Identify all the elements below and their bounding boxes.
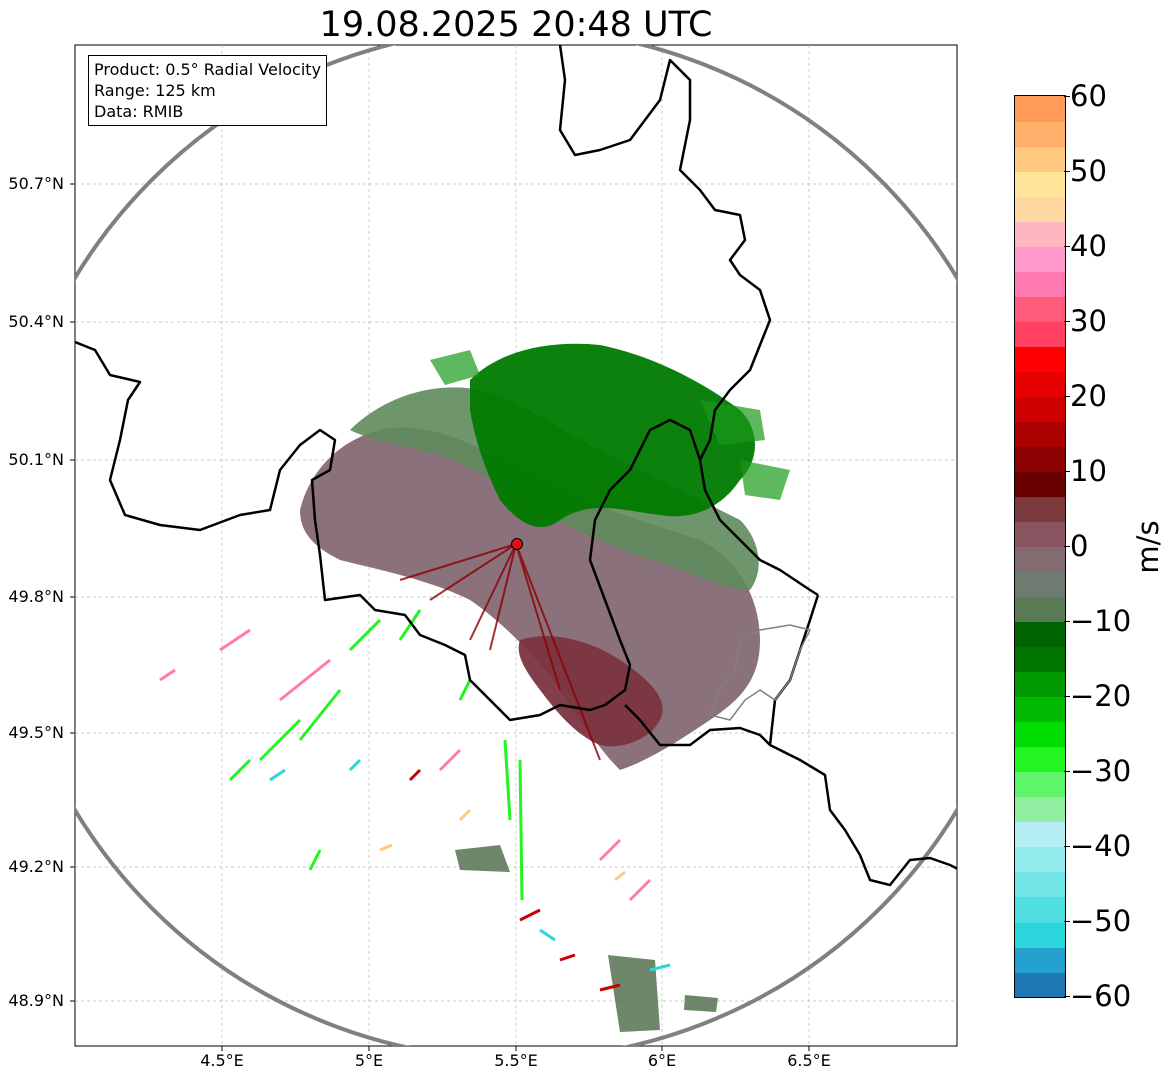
border-belgium-france-west bbox=[75, 340, 606, 722]
lat-label: 48.9°N bbox=[8, 991, 64, 1010]
colorbar-segment bbox=[1015, 196, 1065, 222]
colorbar-segment bbox=[1015, 696, 1065, 723]
echo-speckles bbox=[159, 609, 671, 992]
colorbar-segment bbox=[1015, 746, 1065, 773]
colorbar-segment bbox=[1015, 596, 1065, 623]
lat-label: 49.2°N bbox=[8, 857, 64, 876]
colorbar-segment bbox=[1015, 271, 1065, 297]
colorbar-tick-label: −30 bbox=[1070, 754, 1132, 788]
lon-label: 6°E bbox=[647, 1051, 677, 1070]
lat-label: 49.8°N bbox=[8, 587, 64, 606]
colorbar-segment bbox=[1015, 146, 1065, 172]
product-info-box: Product: 0.5° Radial Velocity Range: 125… bbox=[88, 55, 328, 126]
colorbar-segment bbox=[1015, 546, 1065, 573]
colorbar bbox=[1014, 95, 1066, 998]
colorbar-segment bbox=[1015, 971, 1065, 997]
lon-label: 5.5°E bbox=[494, 1051, 538, 1070]
colorbar-segment bbox=[1015, 771, 1065, 798]
colorbar-segment bbox=[1015, 221, 1065, 247]
colorbar-segment bbox=[1015, 621, 1065, 648]
colorbar-unit-label: m/s bbox=[1131, 520, 1165, 574]
colorbar-segment bbox=[1015, 371, 1065, 397]
colorbar-tick-label: −60 bbox=[1070, 979, 1132, 1013]
colorbar-tick-label: −10 bbox=[1070, 604, 1132, 638]
colorbar-segment bbox=[1015, 946, 1065, 973]
colorbar-segment bbox=[1015, 521, 1065, 548]
lat-label: 49.5°N bbox=[8, 723, 64, 742]
colorbar-segment bbox=[1015, 896, 1065, 923]
map-title: 19.08.2025 20:48 UTC bbox=[319, 5, 713, 45]
radar-site-marker bbox=[511, 538, 523, 550]
colorbar-tick-mark bbox=[1064, 246, 1070, 247]
colorbar-tick-label: 50 bbox=[1070, 154, 1107, 188]
border-luxembourg bbox=[588, 418, 819, 706]
colorbar-segment bbox=[1015, 171, 1065, 197]
colorbar-tick-label: 40 bbox=[1070, 229, 1107, 263]
colorbar-tick-mark bbox=[1064, 96, 1070, 97]
echo-south-clutter bbox=[455, 845, 718, 1032]
colorbar-segment bbox=[1015, 446, 1065, 472]
echo-approach-fragments bbox=[430, 350, 790, 500]
colorbar-segment bbox=[1015, 796, 1065, 823]
lat-label: 50.7°N bbox=[8, 174, 64, 193]
colorbar-segment bbox=[1015, 821, 1065, 848]
colorbar-segment bbox=[1015, 346, 1065, 372]
lat-label: 50.4°N bbox=[8, 312, 64, 331]
colorbar-tick-label: 30 bbox=[1070, 304, 1107, 338]
colorbar-segment bbox=[1015, 496, 1065, 523]
colorbar-segment bbox=[1015, 871, 1065, 898]
colorbar-segment bbox=[1015, 721, 1065, 748]
colorbar-tick-label: 10 bbox=[1070, 454, 1107, 488]
colorbar-segment bbox=[1015, 96, 1065, 122]
colorbar-segment bbox=[1015, 396, 1065, 422]
colorbar-tick-label: 20 bbox=[1070, 379, 1107, 413]
colorbar-segment bbox=[1015, 296, 1065, 322]
colorbar-tick-mark bbox=[1064, 171, 1070, 172]
colorbar-tick-mark bbox=[1064, 696, 1070, 697]
echo-receding-area bbox=[518, 636, 663, 747]
colorbar-segment bbox=[1015, 321, 1065, 347]
echo-receding-spokes bbox=[399, 543, 601, 761]
colorbar-tick-mark bbox=[1064, 396, 1070, 397]
range-text: Range: 125 km bbox=[94, 81, 216, 100]
colorbar-segment bbox=[1015, 646, 1065, 673]
axis-ticks bbox=[70, 183, 810, 1051]
colorbar-segment bbox=[1015, 421, 1065, 447]
colorbar-segment bbox=[1015, 571, 1065, 598]
border-germany-north bbox=[558, 45, 772, 461]
colorbar-segment bbox=[1015, 671, 1065, 698]
colorbar-tick-mark bbox=[1064, 471, 1070, 472]
colorbar-tick-mark bbox=[1064, 846, 1070, 847]
colorbar-tick-mark bbox=[1064, 771, 1070, 772]
product-text: Product: 0.5° Radial Velocity bbox=[94, 60, 322, 79]
colorbar-tick-label: −50 bbox=[1070, 904, 1132, 938]
colorbar-tick-mark bbox=[1064, 546, 1070, 547]
lon-label: 5°E bbox=[354, 1051, 384, 1070]
echo-approach-area bbox=[470, 343, 755, 528]
colorbar-tick-mark bbox=[1064, 921, 1070, 922]
lat-label: 50.1°N bbox=[8, 450, 64, 469]
colorbar-segment bbox=[1015, 846, 1065, 873]
radar-echoes bbox=[159, 343, 790, 1032]
colorbar-tick-label: −20 bbox=[1070, 679, 1132, 713]
colorbar-segment bbox=[1015, 121, 1065, 147]
lon-label: 4.5°E bbox=[200, 1051, 244, 1070]
colorbar-tick-label: −40 bbox=[1070, 829, 1132, 863]
colorbar-tick-label: 0 bbox=[1070, 529, 1089, 563]
data-source-text: Data: RMIB bbox=[94, 102, 184, 121]
colorbar-segment bbox=[1015, 471, 1065, 498]
colorbar-tick-label: 60 bbox=[1070, 79, 1107, 113]
colorbar-tick-mark bbox=[1064, 621, 1070, 622]
colorbar-tick-mark bbox=[1064, 996, 1070, 997]
colorbar-segment bbox=[1015, 921, 1065, 948]
lon-label: 6.5°E bbox=[787, 1051, 831, 1070]
regional-borders bbox=[708, 624, 812, 721]
colorbar-tick-mark bbox=[1064, 321, 1070, 322]
colorbar-segment bbox=[1015, 246, 1065, 272]
